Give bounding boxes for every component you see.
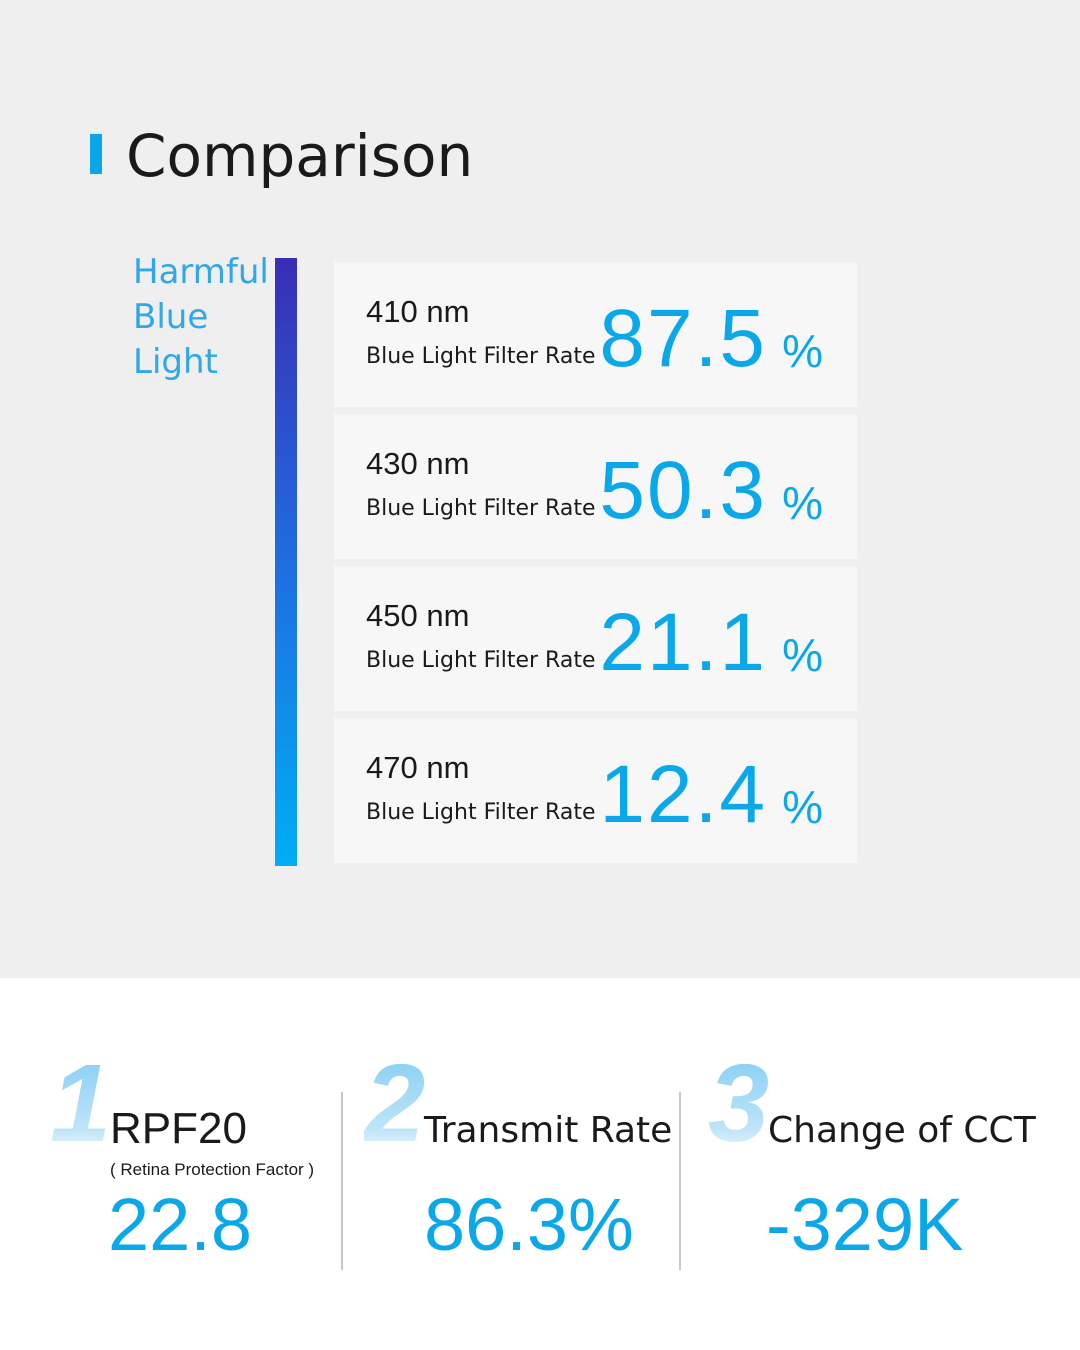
filter-rate-value: 50.3 (599, 445, 767, 536)
divider (341, 1092, 343, 1270)
stat-number: 3 (708, 1042, 770, 1165)
side-label-line: Harmful (133, 252, 269, 292)
card-label: Blue Light Filter Rate (366, 800, 596, 825)
card-label: Blue Light Filter Rate (366, 496, 596, 521)
percent-unit: % (782, 325, 823, 377)
wavelength: 410 nm (366, 294, 470, 329)
stat-title: Change of CCT (768, 1110, 1036, 1151)
stat-number: 2 (364, 1042, 426, 1165)
stat-title: RPF20 (110, 1104, 247, 1153)
wavelength: 470 nm (366, 750, 470, 785)
card-label: Blue Light Filter Rate (366, 344, 596, 369)
page-title: Comparison (126, 122, 474, 190)
stat-subtitle: ( Retina Protection Factor ) (110, 1160, 315, 1179)
percent-unit: % (782, 629, 823, 681)
filter-card: 410 nm Blue Light Filter Rate 87.5 % (334, 262, 857, 407)
filter-rate-value: 87.5 (599, 293, 767, 384)
filter-card: 430 nm Blue Light Filter Rate 50.3 % (334, 414, 857, 559)
title-accent-bar (90, 134, 102, 174)
percent-unit: % (782, 477, 823, 529)
spectrum-gradient-bar (275, 258, 297, 866)
side-label-line: Blue (133, 297, 209, 337)
filter-card: 450 nm Blue Light Filter Rate 21.1 % (334, 566, 857, 711)
stat-value: 22.8 (108, 1183, 253, 1266)
stat-number: 1 (50, 1042, 112, 1165)
divider (679, 1092, 681, 1270)
side-label-line: Light (133, 342, 218, 382)
card-label: Blue Light Filter Rate (366, 648, 596, 673)
stat-value: -329K (766, 1183, 964, 1266)
filter-rate-value: 21.1 (599, 597, 767, 688)
filter-rate-value: 12.4 (599, 749, 767, 840)
stat-value: 86.3% (424, 1183, 634, 1266)
wavelength: 430 nm (366, 446, 470, 481)
wavelength: 450 nm (366, 598, 470, 633)
stat-title: Transmit Rate (424, 1110, 673, 1151)
percent-unit: % (782, 781, 823, 833)
filter-card: 470 nm Blue Light Filter Rate 12.4 % (334, 718, 857, 863)
harmful-blue-light-label: Harmful Blue Light (133, 250, 269, 385)
